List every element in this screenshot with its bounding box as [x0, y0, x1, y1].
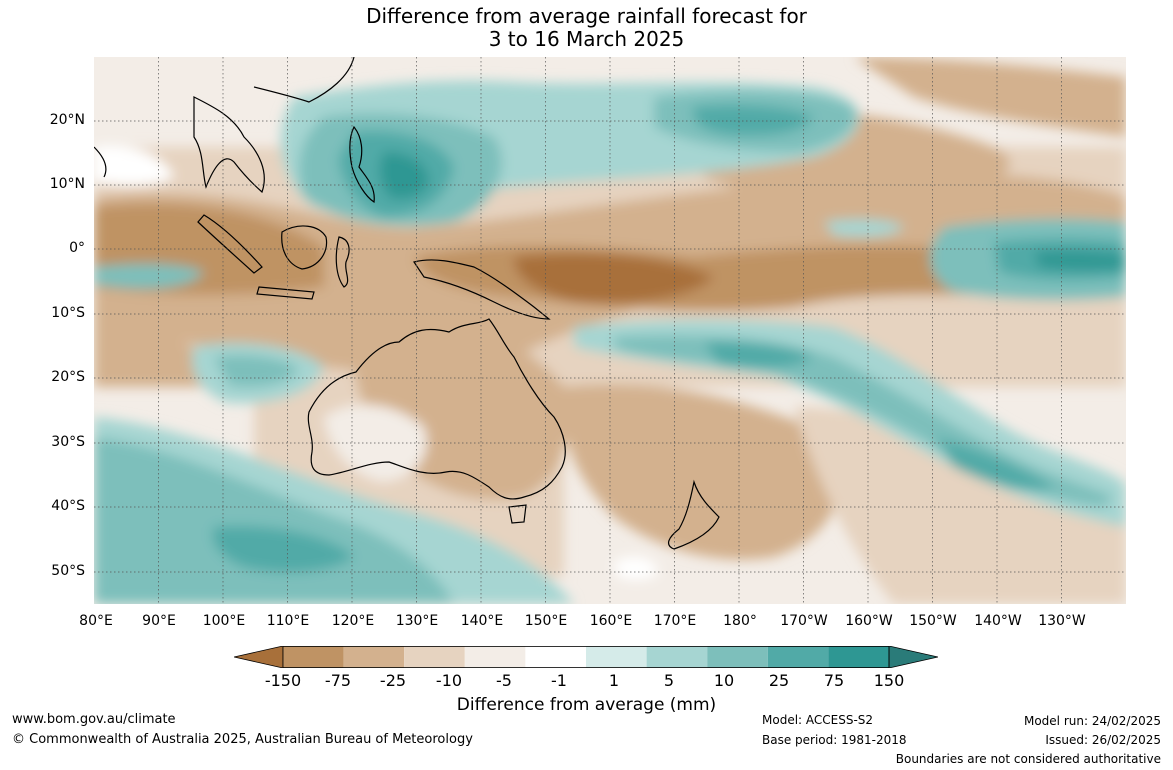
lon-label-160e: 160°E	[589, 613, 633, 629]
model-info: Model: ACCESS-S2	[762, 713, 874, 727]
anomaly-field	[94, 57, 1126, 604]
base-period-info: Base period: 1981-2018	[762, 733, 907, 747]
colorbar-bin	[828, 646, 889, 668]
colorbar-tick: 150	[873, 671, 905, 690]
lon-label-140w: 140°W	[974, 613, 1022, 629]
colorbar-bin	[646, 646, 708, 668]
lon-label-130e: 130°E	[395, 613, 439, 629]
new-zealand-outline	[667, 479, 720, 550]
colorbar-extend-high	[888, 645, 939, 669]
sulawesi-outline	[335, 236, 350, 288]
tasmania-outline	[508, 504, 527, 524]
lon-label-110e: 110°E	[266, 613, 310, 629]
chart-title-line-2: 3 to 16 March 2025	[488, 27, 685, 51]
colorbar-bin	[586, 646, 647, 668]
colorbar-bin	[767, 646, 829, 668]
colorbar-bin	[283, 646, 344, 668]
colorbar	[233, 645, 939, 669]
lon-label-150e: 150°E	[524, 613, 568, 629]
colorbar-tick: 1	[608, 671, 620, 690]
colorbar-tick: 75	[823, 671, 845, 690]
asia-coast-outline	[253, 57, 355, 103]
java-outline	[256, 286, 315, 300]
lon-label-160w: 160°W	[845, 613, 893, 629]
colorbar-tick: -10	[435, 671, 463, 690]
colorbar-bin	[464, 646, 526, 668]
lat-label-20s: 20°S	[51, 369, 85, 385]
indochina-outline	[193, 96, 265, 194]
colorbar-tick: -1	[551, 671, 567, 690]
colorbar-tick: 10	[713, 671, 735, 690]
colorbar-tick: -5	[496, 671, 512, 690]
colorbar-tick: 5	[663, 671, 675, 690]
lon-label-80e: 80°E	[79, 613, 113, 629]
colorbar-tick: 25	[768, 671, 790, 690]
lat-label-50s: 50°S	[51, 563, 85, 579]
lat-label-10s: 10°S	[51, 305, 85, 321]
colorbar-bin	[343, 646, 405, 668]
lon-label-90e: 90°E	[142, 613, 176, 629]
lon-label-170w: 170°W	[780, 613, 828, 629]
lon-label-100e: 100°E	[202, 613, 246, 629]
issued-date: Issued: 26/02/2025	[1045, 733, 1161, 747]
borneo-outline	[281, 225, 328, 270]
lat-label-20n: 20°N	[49, 112, 85, 128]
model-run-date: Model run: 24/02/2025	[1023, 714, 1161, 728]
colorbar-tick: -150	[264, 671, 302, 690]
colorbar-label: Difference from average (mm)	[456, 695, 717, 715]
coastlines	[94, 57, 720, 550]
lon-label-150w: 150°W	[909, 613, 957, 629]
australia-outline	[307, 318, 566, 500]
rainfall-anomaly-map	[94, 57, 1126, 604]
lon-label-120e: 120°E	[331, 613, 375, 629]
boundaries-disclaimer: Boundaries are not considered authoritat…	[895, 752, 1161, 766]
graticule	[94, 57, 1126, 604]
colorbar-tick: -25	[379, 671, 407, 690]
colorbar-frame	[282, 646, 890, 669]
copyright-text: © Commonwealth of Australia 2025, Austra…	[12, 732, 473, 747]
lat-label-30s: 30°S	[51, 434, 85, 450]
chart-title-line-1: Difference from average rainfall forecas…	[366, 4, 807, 28]
sumatra-outline	[197, 214, 263, 274]
lon-label-140e: 140°E	[460, 613, 504, 629]
lat-label-0: 0°	[69, 240, 85, 256]
philippines-outline	[349, 125, 375, 204]
colorbar-bin	[404, 646, 465, 668]
new-guinea-outline	[413, 259, 551, 320]
colorbar-bin	[525, 646, 586, 668]
lon-label-180: 180°	[723, 613, 757, 629]
lat-label-40s: 40°S	[51, 498, 85, 514]
colorbar-extend-low	[233, 645, 284, 669]
colorbar-tick: -75	[324, 671, 352, 690]
lon-label-130w: 130°W	[1038, 613, 1086, 629]
india-coast-outline	[94, 146, 107, 178]
lat-label-10n: 10°N	[49, 176, 85, 192]
colorbar-bin	[707, 646, 768, 668]
website-link[interactable]: www.bom.gov.au/climate	[12, 712, 176, 727]
lon-label-170e: 170°E	[653, 613, 697, 629]
